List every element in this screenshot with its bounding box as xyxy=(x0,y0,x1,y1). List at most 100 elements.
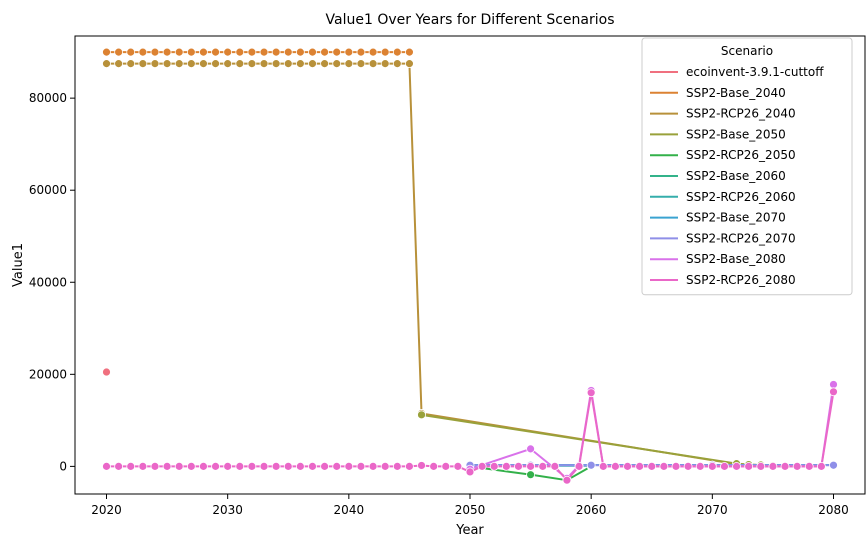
data-point xyxy=(562,475,572,485)
data-point xyxy=(392,59,402,69)
data-point xyxy=(211,47,220,57)
data-point xyxy=(441,461,451,471)
data-point xyxy=(429,461,439,471)
legend-label: SSP2-RCP26_2080 xyxy=(686,273,796,287)
y-tick-label: 0 xyxy=(59,459,67,473)
data-point xyxy=(235,47,245,57)
data-point xyxy=(417,461,426,470)
data-point xyxy=(308,59,317,69)
data-point xyxy=(150,47,160,57)
data-point xyxy=(102,461,111,471)
data-point xyxy=(223,47,233,57)
data-point xyxy=(417,410,426,420)
data-point xyxy=(114,461,124,471)
data-point xyxy=(405,59,414,69)
data-point xyxy=(138,59,148,69)
data-point xyxy=(320,461,330,471)
data-point xyxy=(186,47,196,57)
legend-label: SSP2-RCP26_2060 xyxy=(686,190,796,204)
data-point xyxy=(102,367,111,377)
data-point xyxy=(380,59,390,69)
data-point xyxy=(283,47,293,57)
data-point xyxy=(792,461,802,471)
data-point xyxy=(199,47,208,57)
data-point xyxy=(332,461,342,471)
legend-title: Scenario xyxy=(721,44,773,58)
data-point xyxy=(526,444,535,454)
data-point xyxy=(598,461,608,471)
data-point xyxy=(223,461,233,471)
data-point xyxy=(732,461,741,471)
data-point xyxy=(380,47,390,57)
data-point xyxy=(295,59,305,69)
data-point xyxy=(186,59,196,69)
data-point xyxy=(235,59,245,69)
data-point xyxy=(259,461,269,471)
data-point xyxy=(356,47,366,57)
y-tick-label: 60000 xyxy=(29,183,67,197)
data-point xyxy=(259,59,269,69)
data-point xyxy=(138,461,148,471)
x-tick-label: 2080 xyxy=(818,503,849,517)
data-point xyxy=(635,461,645,471)
data-point xyxy=(199,59,208,69)
data-point xyxy=(368,59,378,69)
data-point xyxy=(283,59,293,69)
series-1 xyxy=(102,367,111,377)
data-point xyxy=(211,59,220,69)
data-point xyxy=(829,387,838,397)
data-point xyxy=(332,47,342,57)
data-point xyxy=(501,461,511,471)
legend-label: SSP2-Base_2050 xyxy=(686,127,786,141)
chart-title: Value1 Over Years for Different Scenario… xyxy=(326,12,615,28)
data-point xyxy=(392,461,402,471)
data-point xyxy=(526,470,535,480)
data-point xyxy=(538,461,548,471)
data-point xyxy=(392,47,402,57)
data-point xyxy=(150,59,160,69)
data-point xyxy=(247,461,257,471)
data-point xyxy=(283,461,293,471)
data-point xyxy=(623,461,632,471)
y-axis-label: Value1 xyxy=(11,243,26,287)
data-point xyxy=(259,47,269,57)
data-point xyxy=(514,461,523,471)
series-layer xyxy=(102,47,838,485)
data-point xyxy=(356,59,366,69)
data-point xyxy=(380,461,390,471)
data-point xyxy=(223,59,233,69)
data-point xyxy=(126,47,136,57)
data-point xyxy=(489,461,499,471)
data-point xyxy=(332,59,342,69)
data-point xyxy=(320,47,330,57)
series-line xyxy=(469,465,592,482)
data-point xyxy=(586,460,596,470)
data-point xyxy=(829,380,838,389)
y-tick-label: 20000 xyxy=(29,367,67,381)
data-point xyxy=(356,461,366,471)
data-point xyxy=(586,388,596,398)
legend-label: SSP2-RCP26_2040 xyxy=(686,107,796,121)
data-point xyxy=(295,461,305,471)
data-point xyxy=(659,461,669,471)
data-point xyxy=(320,59,330,69)
x-tick-label: 2020 xyxy=(91,503,122,517)
data-point xyxy=(720,461,729,471)
data-point xyxy=(744,461,754,471)
data-point xyxy=(199,461,208,471)
data-point xyxy=(344,461,354,471)
data-point xyxy=(295,47,305,57)
x-tick-label: 2060 xyxy=(576,503,607,517)
data-point xyxy=(405,461,414,471)
data-point xyxy=(102,47,111,57)
data-point xyxy=(126,59,136,69)
data-point xyxy=(308,47,317,57)
data-point xyxy=(271,59,281,69)
data-point xyxy=(126,461,136,471)
data-point xyxy=(271,461,281,471)
data-point xyxy=(550,461,560,471)
legend-label: SSP2-RCP26_2070 xyxy=(686,231,796,245)
data-point xyxy=(271,47,281,57)
x-tick-label: 2030 xyxy=(212,503,243,517)
